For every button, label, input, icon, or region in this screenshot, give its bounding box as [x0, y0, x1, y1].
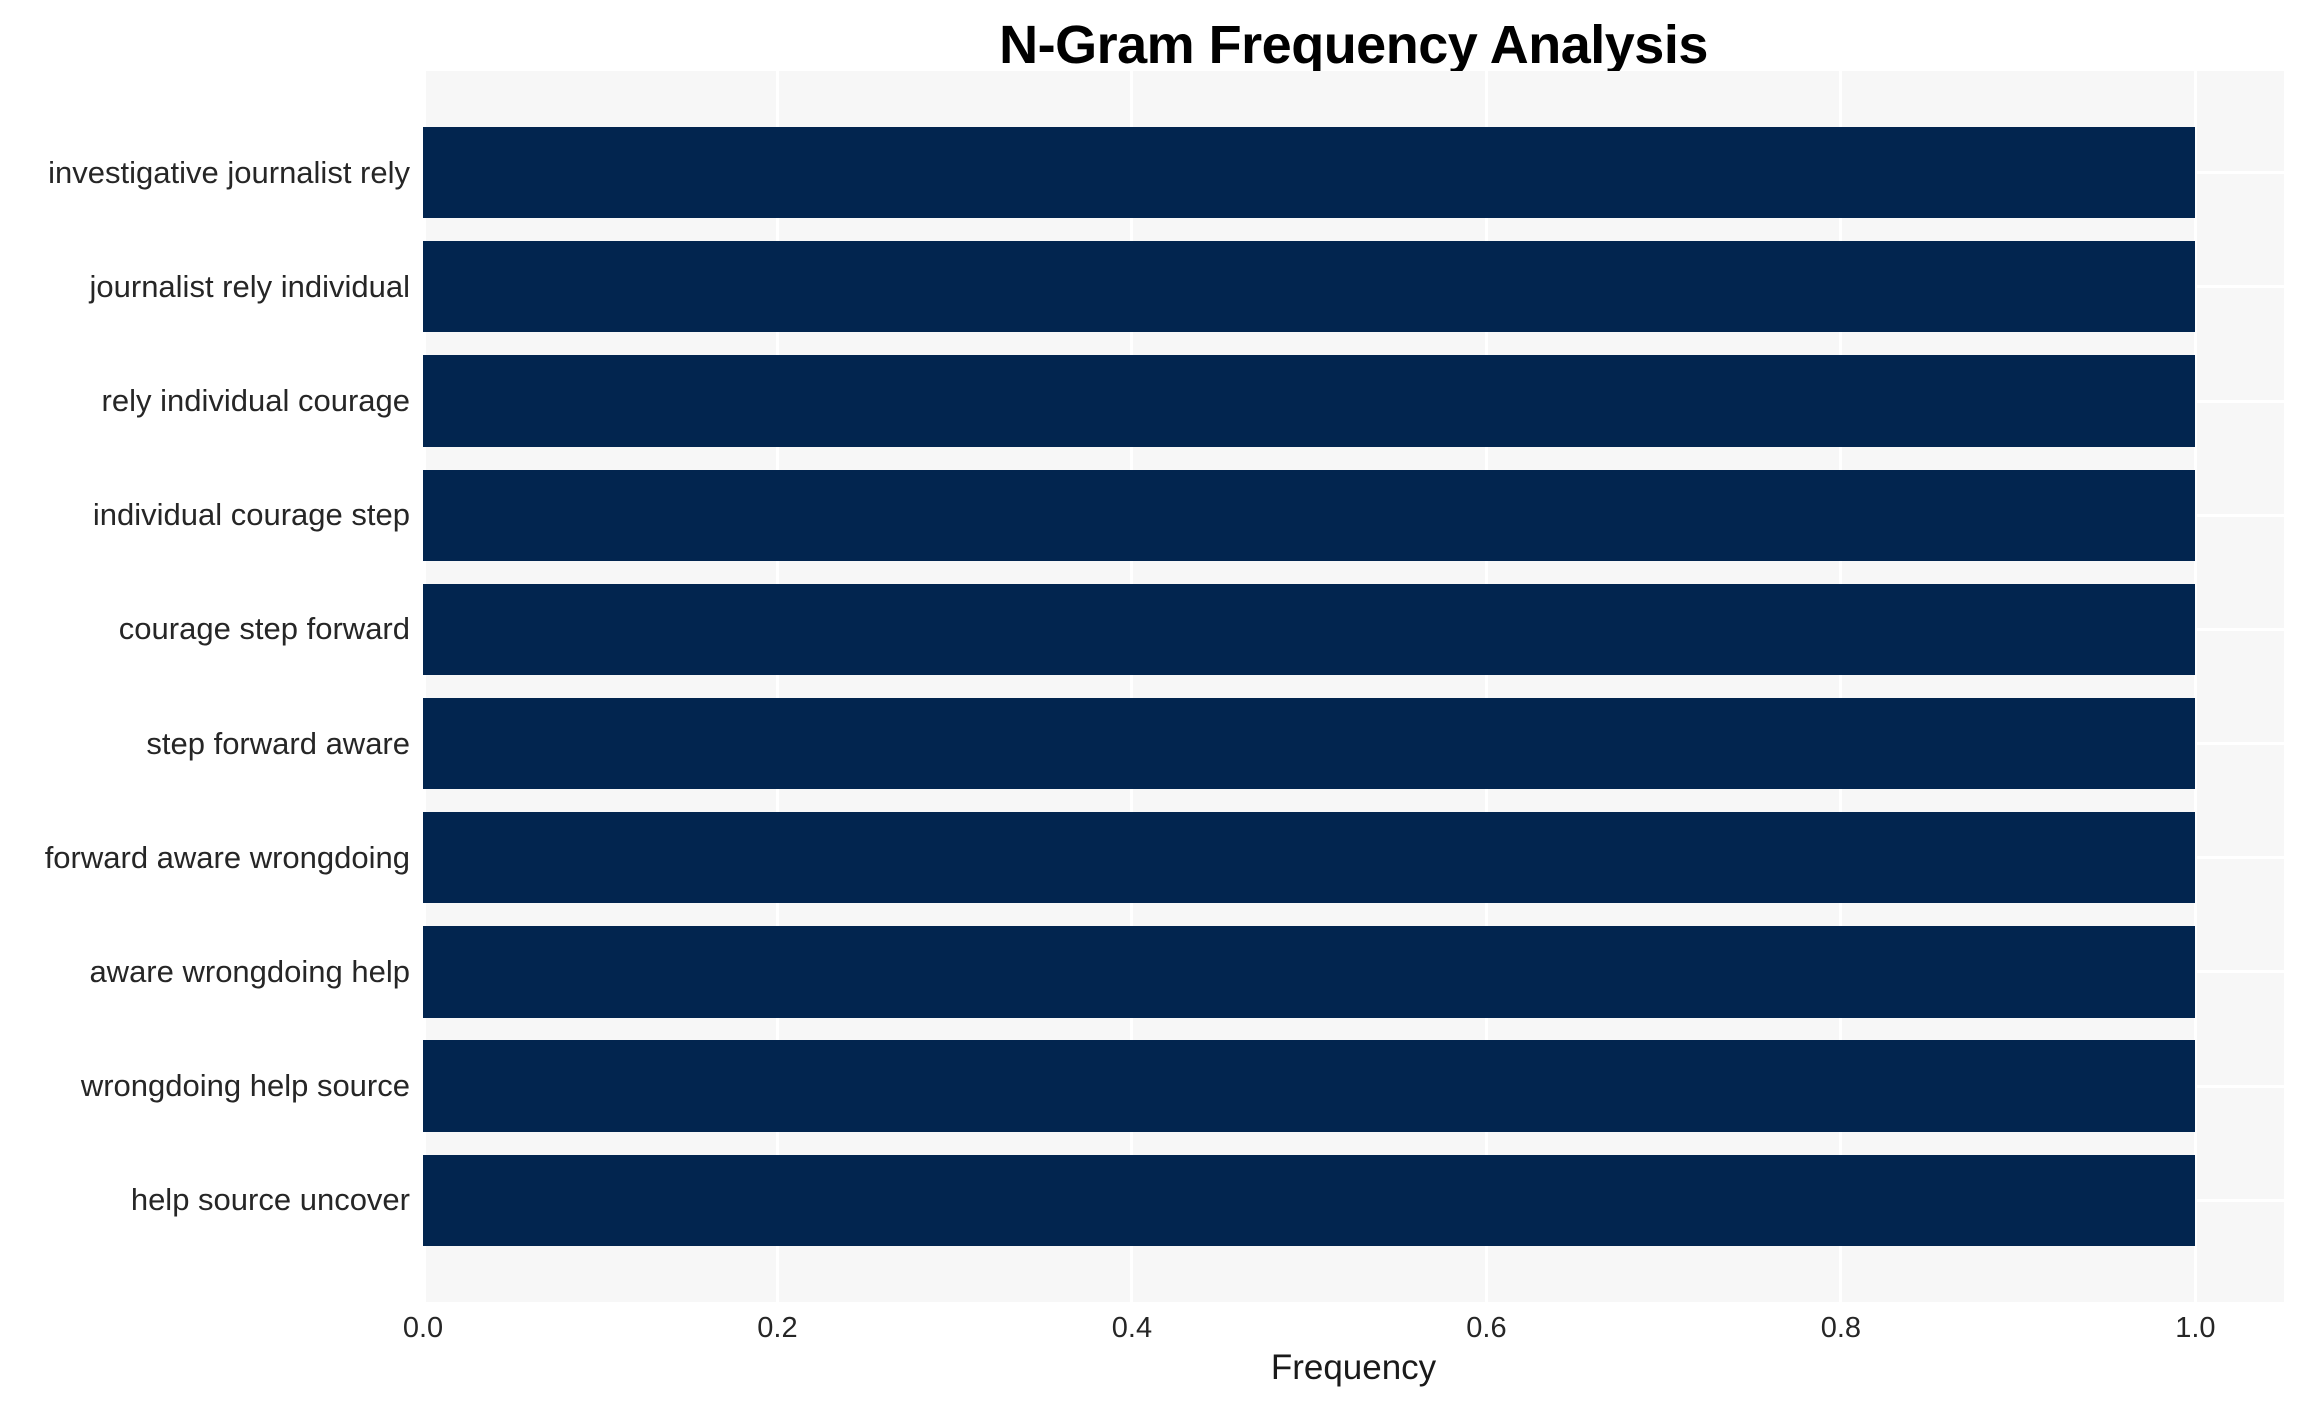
- x-axis-title: Frequency: [1270, 1348, 1437, 1387]
- y-tick-label: aware wrongdoing help: [89, 953, 410, 989]
- x-gridline: [2193, 71, 2197, 1302]
- y-tick-label: journalist rely individual: [89, 268, 411, 304]
- x-gridline: [423, 71, 426, 1302]
- x-tick-label: 0.8: [1820, 1312, 1862, 1344]
- bar-wrongdoing-help-source: [423, 1040, 2196, 1132]
- y-tick-label: individual courage step: [92, 497, 410, 533]
- plot-area: [423, 71, 2284, 1302]
- y-tick-label: forward aware wrongdoing: [44, 839, 410, 875]
- x-tick-label: 0.0: [402, 1312, 444, 1344]
- y-tick-label: rely individual courage: [101, 383, 410, 419]
- y-tick-label: wrongdoing help source: [80, 1068, 410, 1104]
- x-tick-label: 1.0: [2175, 1312, 2216, 1344]
- x-tick-label: 0.4: [1111, 1312, 1153, 1344]
- bar-investigative-journalist-rely: [423, 126, 2196, 219]
- bar-courage-step-forward: [423, 583, 2196, 676]
- chart-title: N-Gram Frequency Analysis: [999, 15, 1708, 75]
- bar-step-forward-aware: [423, 697, 2196, 790]
- y-tick-label: investigative journalist rely: [48, 154, 410, 190]
- bar-rely-individual-courage: [423, 355, 2196, 447]
- x-gridline: [775, 71, 779, 1302]
- x-tick-label: 0.2: [757, 1312, 798, 1344]
- bar-forward-aware-wrongdoing: [423, 812, 2196, 904]
- y-tick-label: help source uncover: [130, 1182, 410, 1218]
- bar-journalist-rely-individual: [423, 241, 2196, 333]
- y-tick-label: courage step forward: [118, 611, 410, 647]
- x-gridline: [1839, 71, 1843, 1302]
- bar-aware-wrongdoing-help: [423, 926, 2196, 1018]
- y-tick-label: step forward aware: [146, 725, 410, 761]
- x-tick-label: 0.6: [1466, 1312, 1507, 1344]
- y-axis-labels: investigative journalist rely journalist …: [0, 71, 410, 1302]
- bar-individual-courage-step: [423, 469, 2196, 561]
- x-gridline: [1484, 71, 1488, 1302]
- x-gridline: [1130, 71, 1134, 1302]
- bar-help-source-uncover: [423, 1154, 2196, 1247]
